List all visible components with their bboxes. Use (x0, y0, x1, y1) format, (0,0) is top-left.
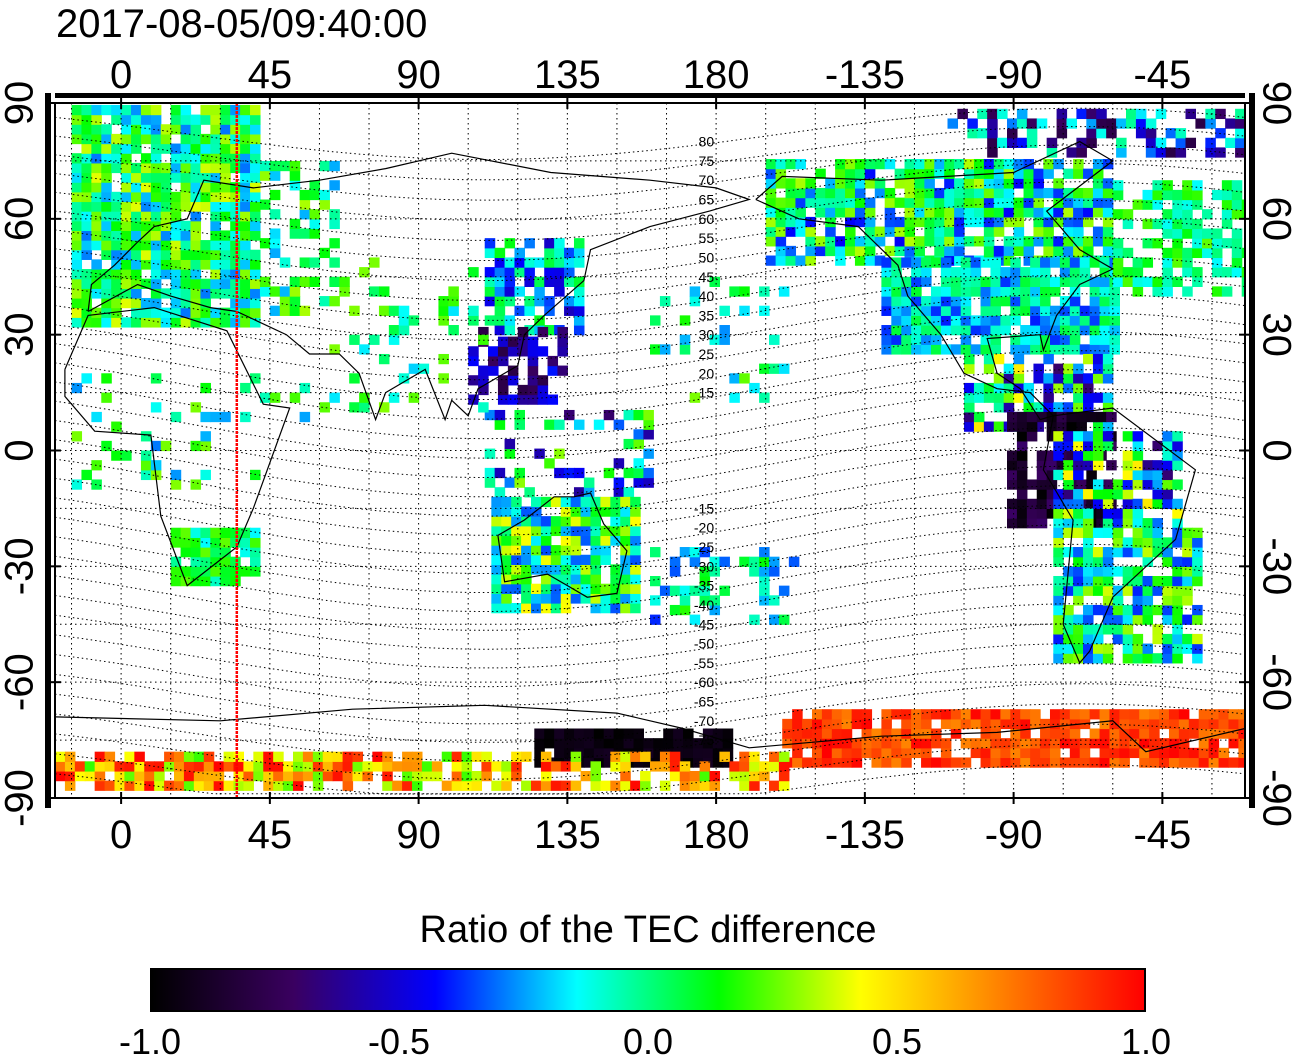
right-lat-label: 60 (1254, 197, 1296, 242)
contour-label: -30 (694, 558, 714, 574)
bottom-lon-label: -135 (825, 813, 905, 857)
top-lon-label: -90 (985, 53, 1043, 97)
contour-label: -70 (694, 713, 714, 729)
bottom-lon-label: -45 (1133, 813, 1191, 857)
top-lon-label: -45 (1133, 53, 1191, 97)
contour-label: 65 (699, 192, 715, 208)
contour-label: -75 (694, 732, 714, 748)
bottom-lon-label: 45 (248, 813, 293, 857)
colorbar-tick-label: -0.5 (339, 1022, 459, 1062)
left-lat-label: -60 (0, 653, 42, 711)
top-lon-label: 90 (396, 53, 441, 97)
bottom-lon-label: 180 (683, 813, 750, 857)
contour-label: -35 (694, 578, 714, 594)
top-lon-label: -135 (825, 53, 905, 97)
top-lon-label: 135 (534, 53, 601, 97)
left-lat-label: -90 (0, 769, 42, 827)
colorbar-tick-label: -1.0 (90, 1022, 210, 1062)
contour-label: -60 (694, 674, 714, 690)
bottom-lon-label: 90 (396, 813, 441, 857)
right-lat-label: 30 (1254, 312, 1296, 357)
colorbar-title: Ratio of the TEC difference (0, 908, 1296, 952)
contour-label: 20 (699, 365, 715, 381)
contour-label: -50 (694, 636, 714, 652)
contour-label: -25 (694, 539, 714, 555)
contour-label: -65 (694, 693, 714, 709)
contour-label: 75 (699, 153, 715, 169)
plot-area: 80 75 70 65 60 55 50 45 40 35 30 25 20 15 -15 -20 -25 -30… (55, 103, 1252, 798)
contour-label: 45 (699, 269, 715, 285)
right-lat-label: 90 (1254, 81, 1296, 126)
contour-label: 70 (699, 172, 715, 188)
left-lat-label: 60 (0, 197, 42, 242)
left-lat-label: 0 (0, 439, 42, 461)
bottom-lon-label: 0 (110, 813, 132, 857)
top-lon-label: 45 (248, 53, 293, 97)
tec-map: 80 75 70 65 60 55 50 45 40 35 30 25 20 15 -15 -20 -25 -30… (0, 0, 1296, 900)
bottom-lon-label: -90 (985, 813, 1043, 857)
contour-label: 25 (699, 346, 715, 362)
right-lat-label: -90 (1254, 769, 1296, 827)
contour-label: 35 (699, 307, 715, 323)
top-lon-label: 0 (110, 53, 132, 97)
contour-label: 15 (699, 385, 715, 401)
contour-label: -40 (694, 597, 714, 613)
contour-label: 40 (699, 288, 715, 304)
left-lat-label: -30 (0, 537, 42, 595)
colorbar-tick-label: 1.0 (1086, 1022, 1206, 1062)
right-lat-label: 0 (1254, 439, 1296, 461)
top-lon-label: 180 (683, 53, 750, 97)
right-lat-label: -30 (1254, 537, 1296, 595)
left-lat-label: 90 (0, 81, 42, 126)
contour-label: -15 (694, 500, 714, 516)
contour-label: 60 (699, 211, 715, 227)
colorbar-tick-label: 0.0 (588, 1022, 708, 1062)
contour-label: -20 (694, 520, 714, 536)
left-lat-label: 30 (0, 312, 42, 357)
colorbar (150, 968, 1146, 1012)
contour-label: 30 (699, 327, 715, 343)
bottom-lon-label: 135 (534, 813, 601, 857)
contour-label: 55 (699, 230, 715, 246)
contour-label: 50 (699, 249, 715, 265)
contour-label: -45 (694, 616, 714, 632)
contour-label: 80 (699, 134, 715, 150)
right-lat-label: -60 (1254, 653, 1296, 711)
contour-label: -55 (694, 655, 714, 671)
colorbar-tick-label: 0.5 (837, 1022, 957, 1062)
